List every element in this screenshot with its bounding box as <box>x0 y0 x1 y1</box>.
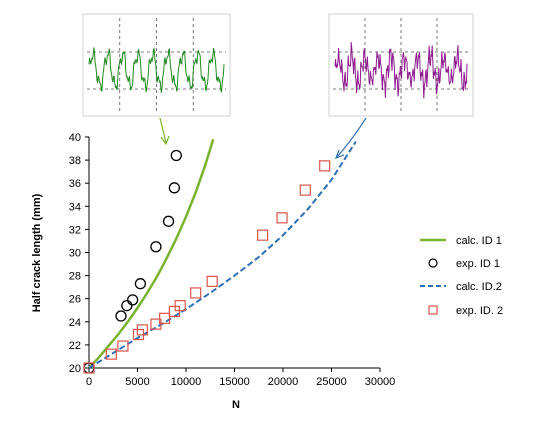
exp-id1-point <box>134 278 147 290</box>
y-axis-title: Half crack length (mm) <box>31 193 43 312</box>
exp-id2-point <box>319 160 331 172</box>
x-tick-label: 30000 <box>365 376 396 388</box>
inset-2-waveform <box>334 42 468 99</box>
x-tick-label: 25000 <box>316 376 347 388</box>
exp-id2-point <box>299 184 311 196</box>
x-tick-labels: 0 5000 10000 15000 20000 25000 30000 <box>86 376 395 388</box>
legend-label: exp. ID 1 <box>456 258 500 270</box>
y-tick-label: 24 <box>69 317 81 329</box>
exp-id2-point <box>105 348 117 360</box>
inset-2-grid <box>333 18 469 112</box>
exp-id1-point <box>168 182 181 194</box>
x-axis-title: N <box>232 399 240 411</box>
exp-id2-point <box>257 229 269 241</box>
legend-label: exp. ID. 2 <box>456 305 503 317</box>
y-tick-labels: 20 22 24 26 28 30 32 34 36 38 40 <box>69 132 81 375</box>
inset-panel-1 <box>82 13 231 117</box>
series-line-calc-id1 <box>88 138 215 369</box>
x-tick-label: 10000 <box>171 376 202 388</box>
inset-2-arrowhead <box>334 149 345 160</box>
y-tick-label: 40 <box>69 132 81 144</box>
exp-id1-point <box>170 149 182 162</box>
legend-label: calc. ID.2 <box>456 281 502 293</box>
x-tick-label: 5000 <box>125 376 149 388</box>
legend-swatch-exp-id1 <box>428 258 438 268</box>
exp-id1-point <box>162 215 175 227</box>
y-tick-label: 28 <box>69 271 81 283</box>
exp-id2-point <box>190 287 202 299</box>
exp-id1-point <box>121 299 133 312</box>
x-tick-label: 15000 <box>219 376 250 388</box>
exp-id2-point <box>150 318 162 330</box>
exp-id1-point <box>115 310 127 322</box>
legend-label: calc. ID 1 <box>456 235 502 247</box>
y-tick-label: 32 <box>69 224 81 236</box>
exp-id2-point <box>168 305 180 318</box>
exp-id2-point <box>206 275 218 287</box>
exp-id2-point <box>83 362 95 374</box>
y-tick-label: 30 <box>69 248 81 260</box>
x-tick-label: 20000 <box>268 376 299 388</box>
exp-id1-point <box>126 294 139 306</box>
inset-1-arrowhead <box>160 135 170 146</box>
inset-panel-2 <box>328 13 474 117</box>
inset-1-frame <box>82 13 231 117</box>
legend: calc. ID 1 exp. ID 1 calc. ID.2 exp. ID. 2 <box>420 235 503 317</box>
series-layer <box>83 138 357 374</box>
inset-1-waveform <box>88 47 225 94</box>
plot-axes <box>85 136 381 372</box>
y-tick-label: 38 <box>69 155 81 167</box>
exp-id2-point <box>136 324 148 336</box>
y-tick-label: 26 <box>69 294 81 306</box>
exp-id1-point <box>150 241 162 253</box>
inset-1-arrow <box>159 117 167 144</box>
exp-id2-point <box>174 300 186 312</box>
y-tick-label: 20 <box>69 363 81 375</box>
exp-id2-point <box>117 340 129 352</box>
legend-swatch-exp-id2 <box>428 305 438 315</box>
inset-1-grid <box>87 18 226 112</box>
y-tick-label: 34 <box>69 201 81 213</box>
y-tick-label: 22 <box>69 340 81 352</box>
x-tick-label: 0 <box>86 376 92 388</box>
exp-id2-point <box>276 212 288 224</box>
series-line-calc-id2 <box>88 141 357 369</box>
inset-2-arrow <box>336 117 367 158</box>
exp-id2-point <box>159 312 171 324</box>
y-tick-label: 36 <box>69 178 81 190</box>
